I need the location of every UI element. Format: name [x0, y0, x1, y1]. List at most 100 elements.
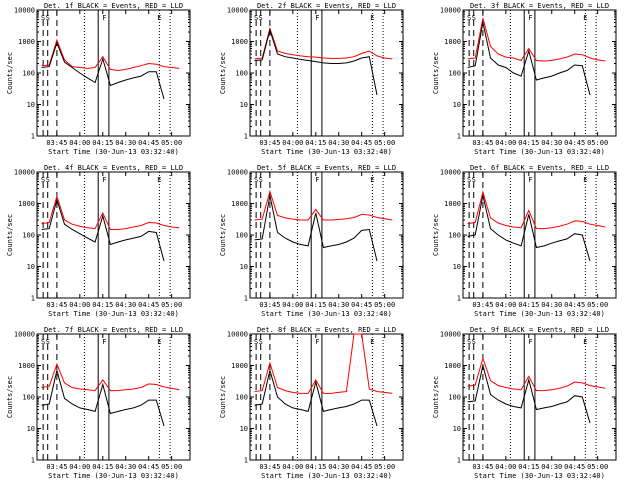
x-tick-label: 05:00	[374, 139, 395, 147]
y-tick-label: 10	[27, 101, 35, 109]
x-tick-label: 04:30	[115, 301, 136, 309]
x-axis-label: Start Time (30-Jun-13 03:32:40)	[261, 310, 392, 318]
x-tick-label: 04:45	[138, 301, 159, 309]
x-tick-label: 03:45	[472, 301, 493, 309]
x-tick-label: 03:45	[259, 139, 280, 147]
marker-label: E	[370, 14, 374, 22]
plot-title: Det. 5f BLACK = Events, RED = LLD	[257, 164, 396, 172]
marker-label: S	[467, 338, 471, 346]
y-tick-label: 10	[240, 101, 248, 109]
series-line-lld	[467, 18, 606, 62]
x-axis-label: Start Time (30-Jun-13 03:32:40)	[474, 472, 605, 480]
marker-label: F	[315, 338, 319, 346]
x-tick-label: 05:00	[587, 463, 608, 471]
detector-plot-8f: Det. 8f BLACK = Events, RED = LLD 1 10 100 1…	[219, 326, 404, 480]
y-tick-label: 100	[448, 70, 461, 78]
series-line-events	[467, 195, 591, 262]
y-axis-label: Counts/sec	[219, 52, 227, 94]
y-tick-label: 1000	[444, 38, 461, 46]
y-tick-label: 10000	[440, 7, 461, 15]
detector-plot-6f: Det. 6f BLACK = Events, RED = LLD 1 10 100 1…	[432, 164, 617, 318]
y-tick-label: 10000	[227, 7, 248, 15]
marker-label: E	[370, 176, 374, 184]
marker-label: S	[259, 14, 263, 22]
marker-label: S	[472, 176, 476, 184]
detector-plot-2f: Det. 2f BLACK = Events, RED = LLD 1 10 100 1…	[219, 2, 404, 156]
plot-frame	[36, 333, 191, 461]
series-line-events	[41, 370, 165, 427]
y-tick-label: 10	[453, 425, 461, 433]
plot-title: Det. 1f BLACK = Events, RED = LLD	[44, 2, 183, 10]
x-tick-label: 05:00	[161, 139, 182, 147]
y-tick-label: 100	[22, 232, 35, 240]
marker-label: S	[254, 176, 258, 184]
x-tick-label: 04:00	[495, 463, 516, 471]
y-tick-label: 1	[244, 457, 248, 465]
marker-label: S	[41, 338, 45, 346]
y-tick-label: 100	[448, 394, 461, 402]
y-tick-label: 100	[448, 232, 461, 240]
plot-frame	[462, 171, 617, 299]
marker-label: E	[583, 338, 587, 346]
y-tick-label: 10000	[14, 7, 35, 15]
marker-label: E	[583, 176, 587, 184]
x-tick-label: 04:45	[351, 463, 372, 471]
marker-label: S	[259, 338, 263, 346]
marker-label: F	[102, 14, 106, 22]
x-tick-label: 04:30	[328, 139, 349, 147]
x-tick-label: 05:00	[161, 463, 182, 471]
y-tick-label: 10	[27, 263, 35, 271]
x-tick-label: 04:00	[495, 139, 516, 147]
series-line-events	[467, 365, 591, 424]
series-line-lld	[254, 333, 393, 394]
marker-label: S	[472, 14, 476, 22]
marker-label: S	[41, 14, 45, 22]
x-tick-label: 04:45	[564, 301, 585, 309]
y-tick-label: 1	[244, 295, 248, 303]
plot-title: Det. 7f BLACK = Events, RED = LLD	[44, 326, 183, 334]
x-tick-label: 03:45	[46, 139, 67, 147]
x-axis-label: Start Time (30-Jun-13 03:32:40)	[474, 148, 605, 156]
y-tick-label: 1000	[444, 200, 461, 208]
x-axis-label: Start Time (30-Jun-13 03:32:40)	[474, 310, 605, 318]
y-tick-label: 1000	[444, 362, 461, 370]
y-tick-label: 10	[453, 263, 461, 271]
x-tick-label: 04:45	[351, 301, 372, 309]
x-tick-label: 03:45	[46, 463, 67, 471]
series-line-events	[41, 41, 165, 100]
marker-label: E	[157, 176, 161, 184]
x-tick-label: 04:15	[518, 139, 539, 147]
x-tick-label: 04:00	[282, 139, 303, 147]
series-line-events	[41, 198, 165, 262]
detector-plot-7f: Det. 7f BLACK = Events, RED = LLD 1 10 100 1…	[6, 326, 191, 480]
y-axis-label: Counts/sec	[6, 52, 14, 94]
x-tick-label: 04:15	[305, 139, 326, 147]
x-axis-label: Start Time (30-Jun-13 03:32:40)	[48, 310, 179, 318]
y-axis-label: Counts/sec	[6, 376, 14, 418]
x-tick-label: 04:30	[541, 301, 562, 309]
x-tick-label: 04:45	[138, 139, 159, 147]
x-tick-label: 03:45	[46, 301, 67, 309]
x-tick-label: 03:45	[472, 139, 493, 147]
marker-label: S	[467, 14, 471, 22]
y-tick-label: 100	[235, 70, 248, 78]
marker-label: F	[315, 176, 319, 184]
x-tick-label: 05:00	[374, 301, 395, 309]
y-tick-label: 1000	[231, 38, 248, 46]
series-line-lld	[41, 362, 180, 392]
y-tick-label: 10000	[14, 169, 35, 177]
plot-title: Det. 9f BLACK = Events, RED = LLD	[470, 326, 609, 334]
x-tick-label: 04:15	[92, 463, 113, 471]
x-axis-label: Start Time (30-Jun-13 03:32:40)	[48, 472, 179, 480]
plot-frame	[249, 333, 404, 461]
x-tick-label: 05:00	[587, 301, 608, 309]
plot-frame	[36, 9, 191, 137]
marker-label: E	[370, 338, 374, 346]
plot-title: Det. 8f BLACK = Events, RED = LLD	[257, 326, 396, 334]
marker-label: S	[472, 338, 476, 346]
x-tick-label: 04:00	[282, 463, 303, 471]
y-tick-label: 10000	[14, 331, 35, 339]
x-tick-label: 04:30	[541, 139, 562, 147]
